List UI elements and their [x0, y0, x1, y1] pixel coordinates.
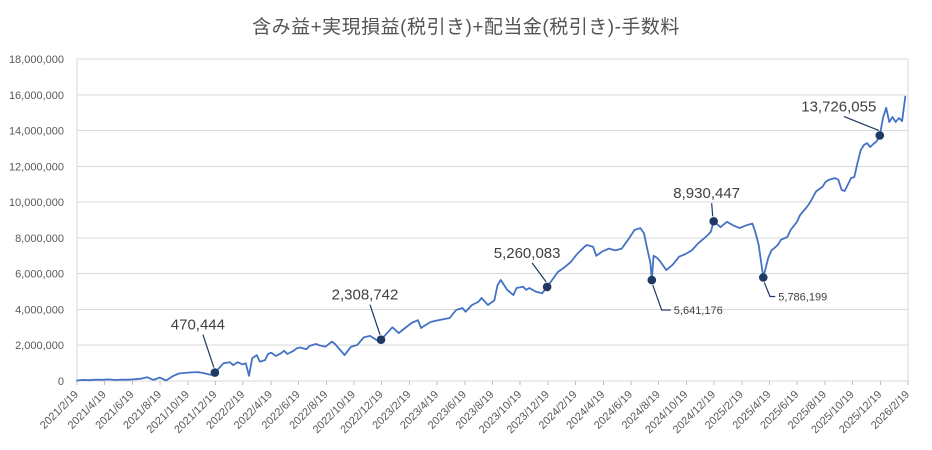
chart-title: 含み益+実現損益(税引き)+配当金(税引き)-手数料	[252, 17, 680, 38]
y-axis-label: 2,000,000	[15, 340, 64, 352]
data-point-marker	[542, 282, 552, 292]
data-label: 13,726,055	[801, 98, 876, 115]
data-label: 5,641,176	[674, 305, 723, 317]
y-axis-label: 16,000,000	[9, 90, 64, 102]
data-point-marker	[647, 275, 657, 285]
data-point-marker	[758, 273, 768, 282]
series-line	[76, 95, 907, 382]
y-axis-label: 14,000,000	[9, 126, 64, 138]
data-label: 5,786,199	[778, 291, 827, 303]
y-axis-label: 12,000,000	[9, 161, 64, 173]
annotation-leader	[763, 282, 776, 298]
data-point-marker	[376, 335, 386, 344]
data-label: 2,308,742	[332, 287, 399, 304]
y-axis-label: 8,000,000	[15, 233, 64, 245]
y-axis-label: 18,000,000	[9, 54, 64, 66]
annotation-leader	[369, 304, 381, 335]
data-point-marker	[210, 368, 220, 377]
annotation-leader	[843, 115, 880, 132]
data-label: 470,444	[171, 317, 225, 334]
annotation-leader	[531, 262, 547, 283]
annotation-leader	[652, 284, 671, 311]
annotation-leader	[711, 203, 714, 217]
annotation-leader	[202, 334, 215, 368]
data-label: 8,930,447	[673, 185, 740, 202]
data-point-marker	[709, 216, 718, 226]
data-point-marker	[875, 131, 885, 140]
y-axis-label: 6,000,000	[15, 269, 64, 281]
y-axis-label: 0	[58, 376, 64, 388]
y-axis-label: 10,000,000	[9, 197, 64, 209]
data-label: 5,260,083	[494, 245, 561, 262]
y-axis-label: 4,000,000	[15, 304, 64, 316]
